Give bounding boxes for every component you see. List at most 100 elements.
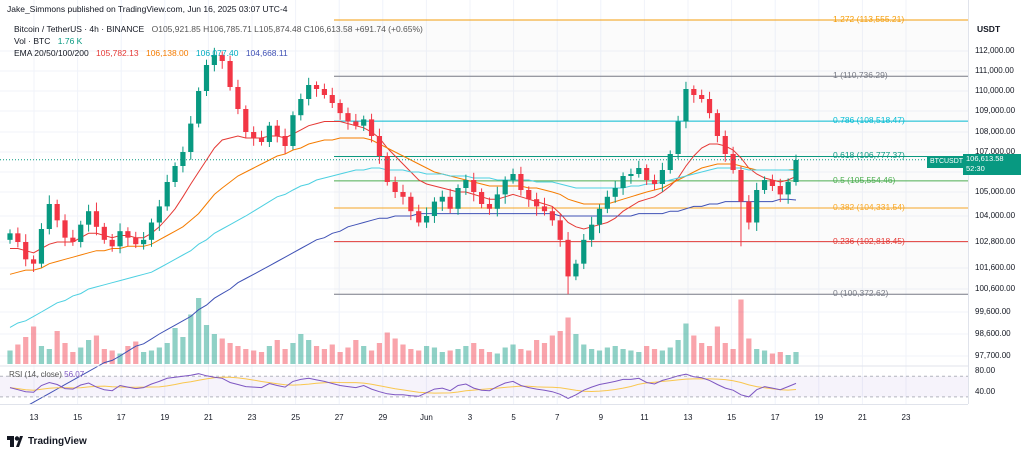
volume-bar bbox=[30, 326, 37, 364]
publisher-header: Jake_Simmons published on TradingView.co… bbox=[7, 4, 288, 14]
candle-body bbox=[423, 216, 430, 223]
volume-bar bbox=[62, 343, 68, 364]
ema20-value: 105,782.13 bbox=[96, 48, 139, 58]
volume-bar bbox=[329, 344, 335, 364]
ema100-value: 106,077.40 bbox=[195, 48, 239, 58]
candle-body bbox=[196, 91, 202, 124]
volume-bar bbox=[164, 343, 170, 364]
volume-bar bbox=[455, 349, 461, 364]
candle-body bbox=[620, 176, 626, 188]
rsi-legend[interactable]: RSI (14, close) 56.07 bbox=[9, 370, 84, 379]
volume-legend[interactable]: Vol · BTC 1.76 K bbox=[14, 36, 87, 46]
volume-bar bbox=[471, 343, 477, 364]
volume-bar bbox=[557, 331, 563, 364]
candle-body bbox=[557, 220, 563, 240]
time-axis[interactable]: 13 15 17 19 21 23 25 27 29 Jun 3 5 7 9 11 13 15 17 19 21 23 bbox=[0, 404, 968, 425]
tradingview-logo-text: TradingView bbox=[28, 436, 87, 447]
volume-bar bbox=[785, 355, 791, 364]
volume-bar bbox=[565, 317, 571, 364]
candle-body bbox=[7, 233, 13, 240]
volume-bar bbox=[368, 350, 375, 364]
tradingview-logo[interactable]: TradingView bbox=[7, 436, 87, 447]
ema-lines bbox=[9, 121, 797, 404]
fib-level-label: 0 (100,372.62) bbox=[833, 288, 889, 299]
volume-bar bbox=[534, 340, 540, 364]
bar-countdown: 52:30 bbox=[966, 164, 985, 173]
volume-bar bbox=[274, 340, 280, 364]
volume-bar bbox=[541, 343, 548, 364]
fib-level-label: 0.236 (102,818.45) bbox=[833, 235, 905, 246]
volume-bar bbox=[282, 349, 288, 364]
candle-body bbox=[541, 206, 548, 212]
candle-body bbox=[706, 99, 713, 114]
volume-bar bbox=[675, 340, 681, 364]
fib-retracement bbox=[334, 19, 968, 295]
candle-body bbox=[180, 152, 186, 166]
time-tick: 23 bbox=[901, 413, 911, 422]
rsi-line bbox=[9, 373, 797, 399]
candle-body bbox=[604, 196, 610, 209]
candle-body bbox=[321, 89, 327, 95]
candle-body bbox=[353, 121, 359, 126]
candle-body bbox=[408, 196, 414, 212]
volume-label: Vol · BTC bbox=[14, 36, 51, 46]
volume-bar bbox=[306, 340, 312, 364]
rsi-label-text: RSI (14, close) bbox=[9, 370, 62, 379]
ema-legend[interactable]: EMA 20/50/100/200 105,782.13 106,138.00 … bbox=[14, 48, 293, 58]
volume-bar bbox=[313, 346, 320, 364]
candle-body bbox=[659, 170, 665, 184]
time-tick: 11 bbox=[640, 413, 649, 422]
candle-body bbox=[494, 194, 500, 209]
candle-body bbox=[298, 99, 304, 116]
volume-bar bbox=[361, 346, 367, 364]
volume-bar bbox=[15, 344, 21, 364]
volume-bar bbox=[258, 352, 265, 364]
candle-body bbox=[793, 160, 799, 182]
candle-body bbox=[518, 174, 524, 190]
candle-body bbox=[361, 119, 367, 126]
candle-body bbox=[164, 182, 170, 207]
candle-body bbox=[54, 204, 60, 221]
price-tick: 40.00 bbox=[975, 386, 996, 396]
candle-body bbox=[722, 136, 728, 154]
rsi-value: 56.07 bbox=[64, 370, 85, 379]
symbol-legend[interactable]: Bitcoin / TetherUS · 4h · BINANCE O105,9… bbox=[14, 24, 428, 34]
volume-bar bbox=[235, 346, 241, 364]
price-axis[interactable]: USDT 112,000.00 111,000.00 110,000.00 109,0… bbox=[968, 0, 1024, 404]
ema100-line bbox=[9, 167, 797, 328]
volume-bar bbox=[243, 349, 249, 364]
volume-bar bbox=[384, 332, 390, 364]
volume-bar bbox=[251, 350, 257, 364]
volume-bar bbox=[706, 346, 713, 364]
candle-body bbox=[628, 174, 634, 176]
time-tick: 17 bbox=[770, 413, 780, 422]
price-axis-unit[interactable]: USDT bbox=[977, 24, 1001, 34]
candle-body bbox=[376, 136, 383, 156]
time-tick: 15 bbox=[727, 413, 737, 422]
volume-bar bbox=[431, 347, 438, 364]
ema200-value: 104,668.11 bbox=[245, 48, 288, 58]
price-chart-svg[interactable] bbox=[0, 0, 968, 404]
volume-bar bbox=[714, 326, 720, 364]
candle-body bbox=[368, 119, 375, 136]
volume-bar bbox=[526, 350, 532, 364]
candle-body bbox=[463, 180, 469, 188]
time-tick: 15 bbox=[73, 413, 83, 422]
tradingview-logo-icon bbox=[7, 436, 23, 447]
volume-bar bbox=[196, 298, 202, 364]
time-tick: Jun bbox=[419, 413, 433, 422]
candle-body bbox=[133, 237, 139, 245]
volume-bar bbox=[699, 343, 705, 364]
candle-body bbox=[70, 237, 76, 242]
chart-pane[interactable]: Jake_Simmons published on TradingView.co… bbox=[0, 0, 968, 404]
price-tick: 101,600.00 bbox=[975, 263, 1016, 272]
candle-body bbox=[479, 192, 485, 204]
symbol-title[interactable]: Bitcoin / TetherUS · 4h · BINANCE bbox=[14, 24, 145, 34]
candle-body bbox=[565, 239, 571, 277]
candle-body bbox=[777, 186, 783, 195]
candle-body bbox=[211, 55, 217, 65]
volume-bar bbox=[7, 350, 13, 364]
price-tick: 102,800.00 bbox=[975, 237, 1016, 246]
volume-bar bbox=[211, 334, 217, 364]
volume-bar bbox=[620, 349, 626, 364]
